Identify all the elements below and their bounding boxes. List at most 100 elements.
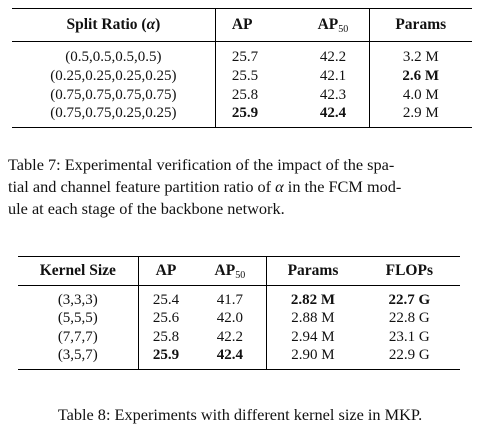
cell-ap-value: 25.4	[152, 292, 180, 308]
cell-params: 4.0 M	[369, 85, 472, 104]
cell-ap: 25.9	[215, 104, 297, 128]
cell-ap50-value: 42.0	[216, 310, 243, 327]
cell-ap50: 42.2	[297, 41, 370, 66]
cell-kernel-value: (3,5,7)	[57, 347, 98, 363]
cell-ap-value: 25.6	[152, 310, 180, 327]
cell-ratio: (0.75,0.75,0.25,0.25)	[12, 104, 216, 128]
table-row: (0.5,0.5,0.5,0.5) 25.7 42.2 3.2 M	[12, 41, 472, 67]
header-ap50: AP50	[297, 8, 370, 42]
table-7-caption: Table 7: Experimental verification of th…	[8, 154, 474, 220]
cell-params: 2.90 M	[267, 346, 359, 370]
cell-params-value: 2.82 M	[290, 292, 336, 308]
cell-params-value: 2.6 M	[402, 67, 440, 84]
table-8-body: (3,3,3) 25.4 41.7 2.82 M 22.7 G (5,5,5) 25.6 42…	[18, 285, 460, 370]
cell-ap50: 41.7	[193, 285, 268, 309]
cell-params: 2.9 M	[369, 104, 472, 128]
cell-ap50-value: 42.1	[319, 67, 347, 84]
cell-ap50-value: 41.7	[216, 292, 243, 308]
header-ap: AP	[215, 8, 298, 42]
table-row: (0.75,0.75,0.75,0.75) 25.8 42.3 4.0 M	[12, 85, 472, 104]
caption-7-line-2: tial and channel feature partition ratio…	[8, 176, 474, 198]
header-split-ratio-close: )	[155, 16, 161, 33]
cell-ap50-value: 42.2	[319, 49, 347, 65]
cell-ap: 25.6	[138, 309, 193, 328]
cell-ratio-value: (0.25,0.25,0.25,0.25)	[50, 67, 177, 84]
cell-ap50: 42.2	[193, 327, 268, 346]
cell-kernel-value: (7,7,7)	[57, 328, 98, 345]
cell-ratio: (0.75,0.75,0.75,0.75)	[12, 85, 216, 104]
cell-ap: 25.8	[215, 85, 297, 104]
cell-ap-value: 25.8	[231, 86, 259, 103]
caption-7-line-2-pre: tial and channel feature partition ratio…	[8, 177, 276, 196]
header-ap50-subscript: 50	[338, 24, 349, 35]
cell-ratio-value: (0.75,0.75,0.75,0.75)	[50, 86, 177, 103]
cell-ap: 25.9	[138, 346, 193, 370]
cell-flops-value: 23.1 G	[388, 328, 430, 345]
cell-ap-value: 25.5	[231, 67, 259, 84]
cell-flops-value: 22.7 G	[388, 292, 431, 308]
cell-ap50: 42.3	[297, 85, 370, 104]
cell-ratio: (0.5,0.5,0.5,0.5)	[12, 41, 216, 66]
table-row: (0.25,0.25,0.25,0.25) 25.5 42.1 2.6 M	[12, 66, 472, 85]
cell-params-value: 2.90 M	[291, 347, 335, 363]
header-split-ratio: Split Ratio (α)	[12, 8, 216, 42]
table-row: (0.75,0.75,0.25,0.25) 25.9 42.4 2.9 M	[12, 104, 472, 128]
table-8-header-row: Kernel Size AP AP50 Params FLOPs	[18, 256, 460, 286]
caption-7-line-1: Table 7: Experimental verification of th…	[8, 155, 395, 174]
table-row: (7,7,7) 25.8 42.2 2.94 M 23.1 G	[18, 327, 460, 347]
cell-ratio: (0.25,0.25,0.25,0.25)	[12, 66, 216, 85]
cell-kernel: (7,7,7)	[18, 327, 139, 346]
cell-params-value: 4.0 M	[402, 86, 439, 103]
cell-flops-value: 22.9 G	[388, 347, 430, 363]
header-params: Params	[266, 256, 359, 286]
cell-ap50: 42.1	[297, 66, 370, 85]
cell-ap50-value: 42.4	[319, 105, 347, 121]
cell-params-value: 3.2 M	[402, 49, 439, 65]
cell-flops: 23.1 G	[359, 328, 460, 347]
cell-ap50: 42.4	[193, 346, 268, 370]
header-ap50: AP50	[193, 256, 268, 286]
cell-params: 2.94 M	[267, 328, 359, 347]
cell-ap-value: 25.9	[152, 347, 180, 363]
cell-ratio-value: (0.5,0.5,0.5,0.5)	[65, 49, 162, 65]
cell-ratio-value: (0.75,0.75,0.25,0.25)	[50, 105, 177, 121]
cell-params-value: 2.94 M	[291, 328, 335, 345]
cell-kernel: (3,3,3)	[18, 285, 139, 309]
cell-params: 2.82 M	[267, 286, 359, 310]
cell-ap: 25.5	[215, 66, 297, 85]
cell-ap50: 42.0	[193, 309, 268, 328]
cell-ap50-value: 42.3	[319, 86, 347, 103]
header-kernel-size: Kernel Size	[18, 256, 139, 286]
cell-flops: 22.7 G	[359, 286, 460, 310]
cell-ap-value: 25.7	[231, 49, 259, 65]
caption-7-line-3: ule at each stage of the backbone networ…	[8, 199, 285, 218]
cell-ap50-value: 42.2	[216, 328, 243, 345]
cell-ap-value: 25.8	[152, 328, 180, 345]
header-params: Params	[369, 8, 472, 42]
cell-kernel-value: (5,5,5)	[57, 310, 98, 327]
cell-ap50: 42.4	[297, 104, 370, 128]
table-7-header-row: Split Ratio (α) AP AP50 Params	[12, 8, 472, 42]
cell-ap: 25.4	[138, 286, 193, 310]
cell-kernel: (3,5,7)	[18, 346, 139, 370]
header-ap: AP	[138, 256, 194, 286]
header-ap50-subscript: 50	[235, 270, 246, 281]
alpha-symbol: α	[146, 16, 156, 33]
cell-ap: 25.7	[215, 42, 297, 67]
cell-params: 2.6 M	[369, 66, 472, 85]
table-row: (5,5,5) 25.6 42.0 2.88 M 22.8 G	[18, 309, 460, 328]
table-7: Split Ratio (α) AP AP50 Params (0.5,0.5,…	[12, 8, 472, 128]
cell-params: 2.88 M	[267, 309, 359, 328]
caption-7-line-2-post: in the FCM mod-	[283, 177, 402, 196]
cell-flops-value: 22.8 G	[388, 310, 430, 327]
caption-alpha-symbol: α	[275, 177, 284, 196]
table-row: (3,3,3) 25.4 41.7 2.82 M 22.7 G	[18, 285, 460, 310]
cell-params-value: 2.9 M	[402, 105, 439, 121]
cell-params: 3.2 M	[369, 42, 472, 67]
header-flops: FLOPs	[358, 256, 460, 286]
cell-kernel-value: (3,3,3)	[57, 292, 98, 308]
table-7-body: (0.5,0.5,0.5,0.5) 25.7 42.2 3.2 M (0.25,0.25…	[12, 41, 472, 128]
cell-ap50-value: 42.4	[216, 347, 243, 363]
header-ap50-base: AP	[317, 16, 339, 33]
cell-ap-value: 25.9	[231, 105, 259, 121]
